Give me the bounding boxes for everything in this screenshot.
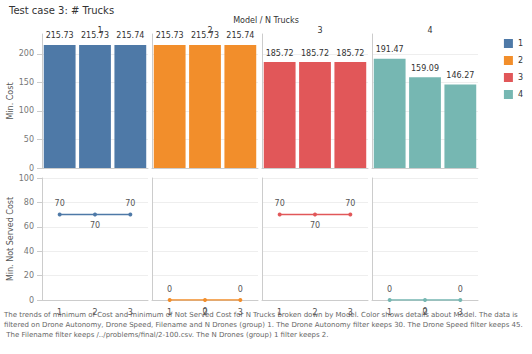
svg-text:filtered on Drone Autonomy, Dr: filtered on Drone Autonomy, Drone Speed,… <box>4 321 523 329</box>
svg-text:0: 0 <box>167 285 172 294</box>
svg-text:Test case 3: # Trucks: Test case 3: # Trucks <box>8 5 114 16</box>
svg-text:215.73: 215.73 <box>156 31 184 40</box>
svg-text:185.72: 185.72 <box>301 49 329 58</box>
svg-text:Min. Cost: Min. Cost <box>6 82 15 119</box>
svg-text:200: 200 <box>19 49 34 58</box>
svg-text:2: 2 <box>518 56 523 65</box>
svg-text:215.73: 215.73 <box>46 31 74 40</box>
svg-text:0: 0 <box>29 296 34 305</box>
svg-text:215.73: 215.73 <box>81 31 109 40</box>
svg-text:Model / N Trucks: Model / N Trucks <box>233 16 299 25</box>
svg-text:185.72: 185.72 <box>336 49 364 58</box>
svg-text:70: 70 <box>125 199 135 208</box>
svg-text:3: 3 <box>458 308 463 317</box>
svg-text:0: 0 <box>387 285 392 294</box>
svg-text:0: 0 <box>458 285 463 294</box>
svg-text:1: 1 <box>97 26 102 35</box>
svg-text:2: 2 <box>202 308 207 317</box>
svg-text:191.47: 191.47 <box>376 45 404 54</box>
svg-text:0: 0 <box>29 164 34 173</box>
svg-text:20: 20 <box>24 271 34 280</box>
svg-text:2: 2 <box>207 26 212 35</box>
svg-text:70: 70 <box>275 199 285 208</box>
svg-text:215.74: 215.74 <box>116 31 144 40</box>
svg-text:100: 100 <box>19 106 34 115</box>
svg-text:2: 2 <box>312 308 317 317</box>
svg-text:4: 4 <box>427 26 432 35</box>
svg-text:1: 1 <box>387 308 392 317</box>
svg-text:60: 60 <box>24 222 34 231</box>
svg-text:3: 3 <box>518 73 523 82</box>
svg-text:0: 0 <box>238 285 243 294</box>
svg-text:70: 70 <box>310 221 320 230</box>
svg-text:0: 0 <box>422 307 427 316</box>
svg-text:70: 70 <box>345 199 355 208</box>
svg-text:1: 1 <box>518 39 523 48</box>
svg-text:3: 3 <box>128 308 133 317</box>
svg-text:4: 4 <box>518 90 523 99</box>
svg-text:0: 0 <box>202 307 207 316</box>
svg-text:70: 70 <box>55 199 65 208</box>
svg-text:The trends of minimum of Cost: The trends of minimum of Cost and minimu… <box>3 311 520 319</box>
svg-text:Min. Not Served Cost: Min. Not Served Cost <box>6 197 15 281</box>
svg-text:215.73: 215.73 <box>191 31 219 40</box>
svg-text:3: 3 <box>238 308 243 317</box>
svg-text:146.27: 146.27 <box>446 71 474 80</box>
svg-text:50: 50 <box>24 135 34 144</box>
svg-text:70: 70 <box>90 221 100 230</box>
svg-text:1: 1 <box>277 308 282 317</box>
svg-text:185.72: 185.72 <box>266 49 294 58</box>
svg-text:The Filename filter keeps /../: The Filename filter keeps /../problems/f… <box>4 331 329 339</box>
svg-text:3: 3 <box>317 26 322 35</box>
svg-text:40: 40 <box>24 247 34 256</box>
svg-text:1: 1 <box>57 308 62 317</box>
svg-text:100: 100 <box>19 174 34 183</box>
svg-text:215.74: 215.74 <box>226 31 254 40</box>
svg-text:150: 150 <box>19 78 34 87</box>
svg-text:2: 2 <box>422 308 427 317</box>
svg-text:2: 2 <box>92 308 97 317</box>
svg-text:159.09: 159.09 <box>411 64 439 73</box>
svg-text:1: 1 <box>167 308 172 317</box>
svg-text:3: 3 <box>348 308 353 317</box>
svg-text:80: 80 <box>24 198 34 207</box>
